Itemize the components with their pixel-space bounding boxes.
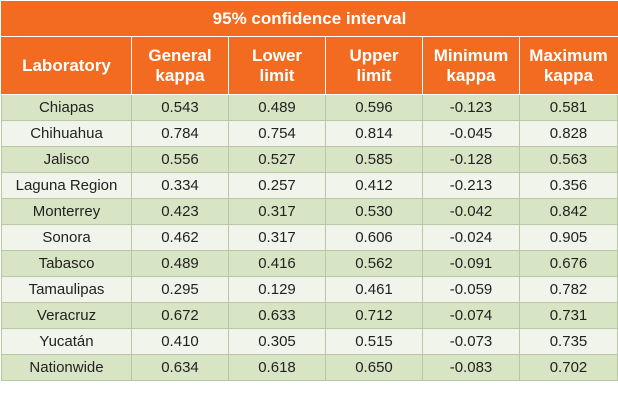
cell-laboratory: Sonora [1, 224, 132, 251]
cell-general-kappa: 0.462 [131, 224, 229, 251]
cell-general-kappa: 0.410 [131, 328, 229, 355]
cell-minimum-kappa: -0.024 [422, 224, 520, 251]
table-row: Chihuahua 0.784 0.754 0.814 -0.045 0.828 [1, 120, 618, 147]
cell-maximum-kappa: 0.581 [519, 94, 618, 121]
cell-upper-limit: 0.412 [325, 172, 423, 199]
cell-laboratory: Tamaulipas [1, 276, 132, 303]
super-header-row: 95% confidence interval [1, 1, 618, 37]
table-row: Monterrey 0.423 0.317 0.530 -0.042 0.842 [1, 198, 618, 225]
cell-upper-limit: 0.562 [325, 250, 423, 277]
cell-laboratory: Nationwide [1, 354, 132, 381]
cell-laboratory: Chihuahua [1, 120, 132, 147]
super-header-confidence-interval: 95% confidence interval [1, 1, 618, 37]
cell-lower-limit: 0.618 [228, 354, 326, 381]
cell-laboratory: Jalisco [1, 146, 132, 173]
column-header-upper-limit: Upper limit [325, 36, 423, 95]
cell-upper-limit: 0.585 [325, 146, 423, 173]
table-row: Tamaulipas 0.295 0.129 0.461 -0.059 0.782 [1, 276, 618, 303]
table-row: Yucatán 0.410 0.305 0.515 -0.073 0.735 [1, 328, 618, 355]
cell-upper-limit: 0.515 [325, 328, 423, 355]
cell-minimum-kappa: -0.083 [422, 354, 520, 381]
cell-general-kappa: 0.423 [131, 198, 229, 225]
cell-lower-limit: 0.489 [228, 94, 326, 121]
cell-general-kappa: 0.543 [131, 94, 229, 121]
cell-lower-limit: 0.317 [228, 224, 326, 251]
kappa-table: 95% confidence interval Laboratory Gener… [1, 1, 618, 381]
cell-general-kappa: 0.489 [131, 250, 229, 277]
cell-upper-limit: 0.814 [325, 120, 423, 147]
cell-upper-limit: 0.606 [325, 224, 423, 251]
cell-laboratory: Laguna Region [1, 172, 132, 199]
table-body: Chiapas 0.543 0.489 0.596 -0.123 0.581 Chihuah… [1, 94, 618, 381]
cell-general-kappa: 0.672 [131, 302, 229, 329]
cell-maximum-kappa: 0.356 [519, 172, 618, 199]
cell-minimum-kappa: -0.213 [422, 172, 520, 199]
cell-minimum-kappa: -0.045 [422, 120, 520, 147]
cell-minimum-kappa: -0.091 [422, 250, 520, 277]
cell-maximum-kappa: 0.702 [519, 354, 618, 381]
cell-lower-limit: 0.416 [228, 250, 326, 277]
table-header: 95% confidence interval Laboratory Gener… [1, 1, 618, 95]
cell-upper-limit: 0.530 [325, 198, 423, 225]
cell-upper-limit: 0.650 [325, 354, 423, 381]
table-row: Sonora 0.462 0.317 0.606 -0.024 0.905 [1, 224, 618, 251]
cell-maximum-kappa: 0.842 [519, 198, 618, 225]
cell-lower-limit: 0.305 [228, 328, 326, 355]
cell-maximum-kappa: 0.731 [519, 302, 618, 329]
cell-laboratory: Chiapas [1, 94, 132, 121]
cell-laboratory: Monterrey [1, 198, 132, 225]
table-row: Laguna Region 0.334 0.257 0.412 -0.213 0.356 [1, 172, 618, 199]
cell-minimum-kappa: -0.128 [422, 146, 520, 173]
cell-lower-limit: 0.527 [228, 146, 326, 173]
cell-minimum-kappa: -0.059 [422, 276, 520, 303]
cell-lower-limit: 0.754 [228, 120, 326, 147]
cell-lower-limit: 0.633 [228, 302, 326, 329]
column-header-laboratory: Laboratory [1, 36, 132, 95]
table-row: Veracruz 0.672 0.633 0.712 -0.074 0.731 [1, 302, 618, 329]
cell-minimum-kappa: -0.073 [422, 328, 520, 355]
cell-upper-limit: 0.596 [325, 94, 423, 121]
cell-maximum-kappa: 0.676 [519, 250, 618, 277]
cell-lower-limit: 0.317 [228, 198, 326, 225]
cell-minimum-kappa: -0.123 [422, 94, 520, 121]
column-header-maximum-kappa: Maximum kappa [519, 36, 618, 95]
cell-general-kappa: 0.784 [131, 120, 229, 147]
cell-general-kappa: 0.295 [131, 276, 229, 303]
cell-maximum-kappa: 0.905 [519, 224, 618, 251]
table-row: Tabasco 0.489 0.416 0.562 -0.091 0.676 [1, 250, 618, 277]
table-row: Nationwide 0.634 0.618 0.650 -0.083 0.702 [1, 354, 618, 381]
cell-general-kappa: 0.634 [131, 354, 229, 381]
cell-maximum-kappa: 0.735 [519, 328, 618, 355]
cell-maximum-kappa: 0.782 [519, 276, 618, 303]
cell-lower-limit: 0.257 [228, 172, 326, 199]
table-row: Jalisco 0.556 0.527 0.585 -0.128 0.563 [1, 146, 618, 173]
column-header-lower-limit: Lower limit [228, 36, 326, 95]
cell-general-kappa: 0.334 [131, 172, 229, 199]
cell-upper-limit: 0.712 [325, 302, 423, 329]
cell-maximum-kappa: 0.828 [519, 120, 618, 147]
column-header-row: Laboratory General kappa Lower limit Upp… [1, 36, 618, 95]
cell-laboratory: Tabasco [1, 250, 132, 277]
cell-laboratory: Yucatán [1, 328, 132, 355]
column-header-minimum-kappa: Minimum kappa [422, 36, 520, 95]
cell-minimum-kappa: -0.074 [422, 302, 520, 329]
cell-laboratory: Veracruz [1, 302, 132, 329]
cell-upper-limit: 0.461 [325, 276, 423, 303]
column-header-general-kappa: General kappa [131, 36, 229, 95]
table-row: Chiapas 0.543 0.489 0.596 -0.123 0.581 [1, 94, 618, 121]
cell-lower-limit: 0.129 [228, 276, 326, 303]
cell-minimum-kappa: -0.042 [422, 198, 520, 225]
cell-maximum-kappa: 0.563 [519, 146, 618, 173]
cell-general-kappa: 0.556 [131, 146, 229, 173]
